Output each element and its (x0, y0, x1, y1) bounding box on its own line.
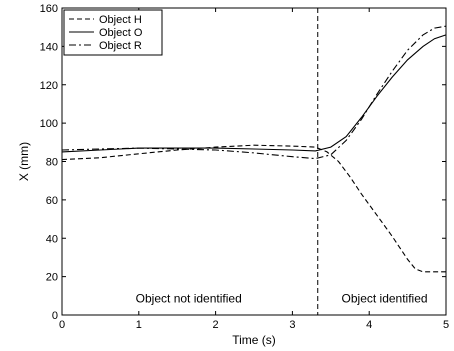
x-tick-label: 2 (213, 319, 219, 331)
x-tick-label: 4 (366, 319, 372, 331)
x-tick-label: 3 (289, 319, 295, 331)
annotations: Object not identified Object identified (136, 291, 428, 305)
series-line-object-r (61, 25, 447, 160)
y-tick-label: 80 (46, 157, 58, 169)
annotation-0: Object not identified (136, 291, 242, 305)
series-line-object-o (61, 34, 447, 153)
x-tick-label: 5 (443, 319, 449, 331)
y-tick-label: 120 (40, 80, 58, 92)
series-line-object-h (61, 144, 446, 273)
legend-label: Object O (99, 27, 143, 39)
y-tick-label: 40 (46, 233, 58, 245)
plot-frame (61, 7, 447, 316)
plot-area (61, 7, 447, 316)
legend-label: Object R (99, 40, 142, 52)
y-tick-label: 160 (40, 3, 58, 15)
x-tick-label: 1 (136, 319, 142, 331)
y-tick-label: 20 (46, 272, 58, 284)
y-tick-label: 0 (52, 310, 58, 322)
annotation-1: Object identified (342, 291, 428, 305)
x-axis-label: Time (s) (232, 333, 276, 347)
y-tick-label: 60 (46, 195, 58, 207)
y-axis-label: X (mm) (17, 142, 31, 181)
axes: 0 1 2 3 4 5 0 20 40 60 80 100 120 140 160 (40, 3, 449, 331)
y-tick-label: 140 (40, 41, 58, 53)
series-lines (61, 25, 447, 273)
legend-label: Object H (99, 14, 142, 26)
y-tick-label: 100 (40, 118, 58, 130)
x-tick-label: 0 (59, 319, 65, 331)
